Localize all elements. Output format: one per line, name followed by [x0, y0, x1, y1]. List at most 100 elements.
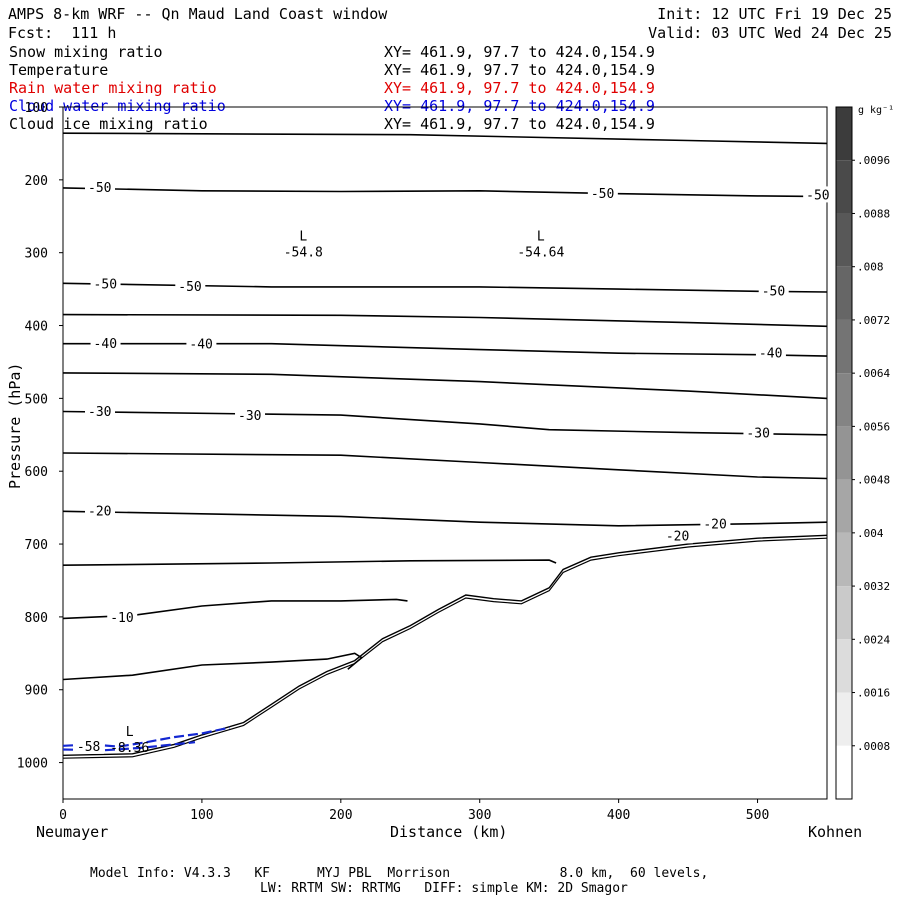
valid-time: Valid: 03 UTC Wed 24 Dec 25: [648, 24, 892, 42]
terrain-surface-inner: [62, 537, 828, 759]
contour-label: -40: [759, 346, 782, 361]
colorbar-swatch: [836, 479, 852, 533]
y-tick-label: 1000: [17, 757, 48, 772]
colorbar-label: .008: [857, 261, 884, 274]
colorbar-label: .004: [857, 527, 884, 540]
field-name: Snow mixing ratio: [9, 43, 163, 61]
y-tick-label: 800: [25, 611, 48, 626]
contour-label: -40: [94, 337, 117, 352]
field-xy-range: XY= 461.9, 97.7 to 424.0,154.9: [384, 97, 655, 115]
contour-label-bg: [175, 278, 206, 295]
forecast-hour: Fcst: 111 h: [8, 24, 117, 42]
extremum-marker: L: [537, 230, 545, 245]
contour-label: -30: [88, 405, 111, 420]
chart-title: AMPS 8-km WRF -- Qn Maud Land Coast wind…: [8, 5, 388, 23]
contour-label-bg: [755, 344, 786, 361]
field-name: Rain water mixing ratio: [9, 79, 217, 97]
contour-label-bg: [85, 502, 116, 519]
axes: 100 200 300 400 500 600 700 800 900 1000 0 100 200 30…: [17, 101, 770, 823]
colorbar-label: .0016: [857, 687, 890, 700]
footer-model-info: Model Info: V4.3.3 KF MYJ PBL Morrison 8…: [90, 866, 709, 881]
contour-label-bg: [85, 179, 116, 196]
field-xy-range: XY= 461.9, 97.7 to 424.0,154.9: [384, 61, 655, 79]
contour-label-bg: [73, 737, 104, 754]
y-tick-label: 400: [25, 320, 48, 335]
contour-label-bg: [803, 186, 834, 203]
contour-label-bg: [235, 407, 266, 424]
colorbar-swatch: [836, 692, 852, 746]
contour-label: -20: [703, 518, 726, 533]
colorbar-label: .0008: [857, 740, 890, 753]
terrain-line: [62, 534, 828, 759]
terrain-surface: [62, 534, 828, 756]
colorbar-swatch: [836, 213, 852, 267]
contour-label: -10: [110, 611, 133, 626]
y-tick-label: 500: [25, 392, 48, 407]
isotherm-line: [62, 313, 828, 328]
colorbar-swatch: [836, 426, 852, 480]
colorbar-swatch: [836, 319, 852, 374]
cloud-water-line: [62, 741, 196, 752]
y-tick-label: 700: [25, 538, 48, 553]
contour-label: -30: [238, 409, 261, 424]
isotherm-line: [62, 410, 828, 436]
colorbar-label: .0032: [857, 580, 890, 593]
contour-label-bg: [758, 282, 789, 299]
contour-label-bg: [587, 184, 618, 201]
isotherm-line: [62, 652, 364, 681]
x-tick-label: 500: [746, 808, 769, 823]
colorbar-label: .0056: [857, 420, 890, 433]
x-tick-label: 300: [468, 808, 491, 823]
field-xy-range: XY= 461.9, 97.7 to 424.0,154.9: [384, 115, 655, 133]
contour-label: -50: [94, 277, 117, 292]
contour-label-bg: [90, 335, 121, 352]
contour-label: -20: [88, 505, 111, 520]
extremum-value: -8.36: [110, 741, 149, 756]
isotherm-line: [62, 187, 828, 198]
contour-label-bg: [743, 424, 774, 441]
colorbar-swatch: [836, 639, 852, 693]
extremum-marker: L: [126, 725, 134, 740]
contour-label: -50: [178, 280, 201, 295]
field-xy-range: XY= 461.9, 97.7 to 424.0,154.9: [384, 43, 655, 61]
colorbar-frame: [835, 106, 853, 800]
isotherm-line: [62, 372, 828, 400]
x-tick-label: 100: [190, 808, 213, 823]
colorbar: .0096 .0088 .008 .0072 .0064 .0056 .0048 .004 .0…: [835, 106, 890, 800]
footer-physics-info: LW: RRTM SW: RRTMG DIFF: simple KM: 2D S…: [260, 881, 628, 896]
isotherm-line: [62, 132, 828, 145]
contour-labels: -50 -50 -50-50 -50 -50-40 -40-40-30 -30-30-20-…: [73, 179, 834, 756]
colorbar-label: .0064: [857, 367, 890, 380]
colorbar-swatch: [836, 586, 852, 640]
colorbar-swatch: [836, 107, 852, 161]
contour-label-bg: [85, 402, 116, 419]
contour-label-bg: [90, 275, 121, 292]
y-tick-label: 300: [25, 247, 48, 262]
isotherm-line: [62, 510, 828, 527]
colorbar-label: .0096: [857, 154, 890, 167]
cloud-water-contours: [62, 726, 230, 752]
colorbar-unit: g kg⁻¹: [858, 105, 895, 116]
field-name: Cloud ice mixing ratio: [9, 115, 208, 133]
contour-label: -30: [746, 427, 769, 442]
colorbar-label: .0024: [857, 633, 890, 646]
isotherm-line: [63, 342, 828, 357]
colorbar-swatch: [836, 532, 852, 587]
extremum-marker: L: [299, 230, 307, 245]
colorbar-label: .0048: [857, 474, 890, 487]
contour-label: -20: [666, 529, 689, 544]
extremum-value: -54.8: [284, 246, 323, 261]
cloud-water-line: [62, 726, 230, 748]
isotherm-line: [62, 452, 828, 480]
y-tick-label: 200: [25, 174, 48, 189]
contour-label-bg: [107, 608, 138, 625]
contour-label: -50: [88, 181, 111, 196]
x-tick-label: 400: [607, 808, 630, 823]
contour-label: -58: [77, 740, 100, 755]
x-end-label: Kohnen: [808, 823, 863, 841]
colorbar-label: .0088: [857, 207, 890, 220]
contour-label: -40: [189, 338, 212, 353]
x-tick-label: 200: [329, 808, 352, 823]
contour-label: -50: [762, 285, 785, 300]
